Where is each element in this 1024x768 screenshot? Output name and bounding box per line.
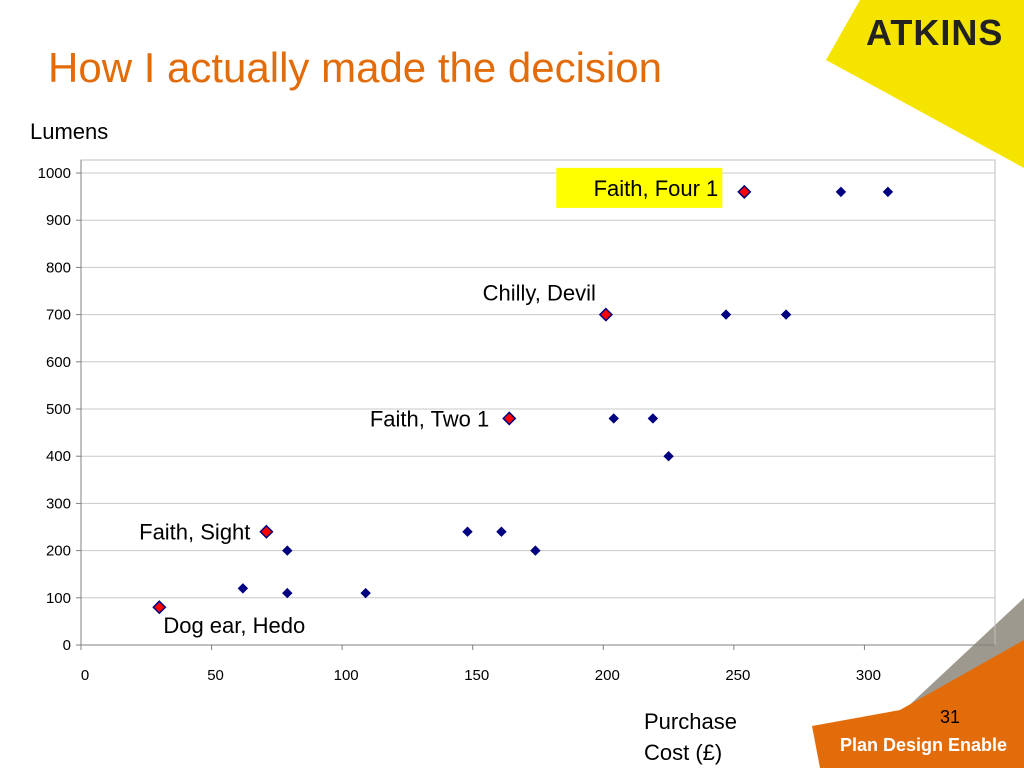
data-point: [282, 587, 293, 599]
data-point: [530, 545, 541, 556]
y-tick-label: 100: [46, 590, 71, 607]
plot-area: [80, 159, 996, 646]
x-tick-label: 200: [595, 667, 620, 684]
y-tick-label: 800: [46, 259, 71, 276]
y-tick-label: 0: [63, 637, 71, 654]
y-tick-label: 600: [46, 354, 71, 371]
tagline: Plan Design Enable: [840, 735, 1008, 755]
data-point: [882, 186, 894, 198]
highlight-point: [502, 411, 517, 426]
corner-orange-shape: [812, 640, 1024, 768]
data-point: [720, 309, 732, 320]
y-tick-label: 500: [46, 401, 71, 418]
point-label: Faith, Sight: [139, 520, 250, 545]
highlight-point: [152, 600, 167, 615]
label-highlight-box: [556, 167, 723, 208]
point-label: Faith, Two 1: [370, 406, 489, 431]
data-point: [496, 526, 507, 537]
y-tick-label: 700: [46, 307, 71, 324]
x-axis-label-line-2: Cost (£): [644, 740, 723, 765]
atkins-logo: ATKINS: [866, 12, 1004, 53]
y-axis-label: Lumens: [30, 119, 109, 144]
y-tick-label: 400: [46, 448, 71, 465]
x-axis-label: Purchase Cost (£): [644, 706, 784, 768]
data-point: [780, 309, 792, 320]
highlight-point: [598, 307, 613, 322]
y-tick-label: 1000: [38, 165, 71, 182]
x-tick-label: 250: [725, 667, 750, 684]
y-tick-label: 300: [46, 495, 71, 512]
data-point: [835, 186, 847, 198]
data-point: [663, 450, 674, 462]
x-tick-label: 0: [81, 667, 89, 684]
point-label: Faith, Four 1: [594, 176, 719, 201]
slide-number: 31: [940, 707, 961, 727]
y-tick-label: 200: [46, 543, 71, 560]
y-tick-label: 900: [46, 212, 71, 229]
x-axis-label-line-1: Purchase: [644, 709, 737, 734]
point-label: Dog ear, Hedo: [163, 613, 305, 638]
logo-yellow-shape: [826, 0, 1024, 168]
data-point: [462, 526, 473, 537]
x-tick-label: 300: [856, 667, 881, 684]
point-label: Chilly, Devil: [483, 281, 596, 306]
data-point: [237, 583, 249, 594]
highlight-point: [737, 184, 752, 199]
data-point: [608, 413, 619, 424]
data-point: [282, 545, 293, 556]
x-tick-label: 50: [207, 667, 224, 684]
data-point: [647, 413, 659, 424]
data-point: [360, 587, 371, 599]
highlight-point: [259, 524, 274, 539]
x-tick-label: 150: [464, 667, 489, 684]
slide-title: How I actually made the decision: [48, 44, 662, 91]
x-tick-label: 100: [334, 667, 359, 684]
